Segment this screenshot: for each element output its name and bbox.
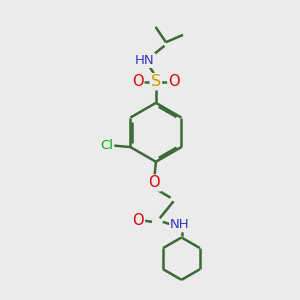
Text: Cl: Cl <box>100 139 113 152</box>
Text: O: O <box>168 74 180 89</box>
Text: O: O <box>132 213 144 228</box>
Text: O: O <box>148 176 160 190</box>
Text: S: S <box>151 74 161 89</box>
Text: HN: HN <box>135 54 154 67</box>
Text: NH: NH <box>170 218 190 231</box>
Text: O: O <box>132 74 143 89</box>
